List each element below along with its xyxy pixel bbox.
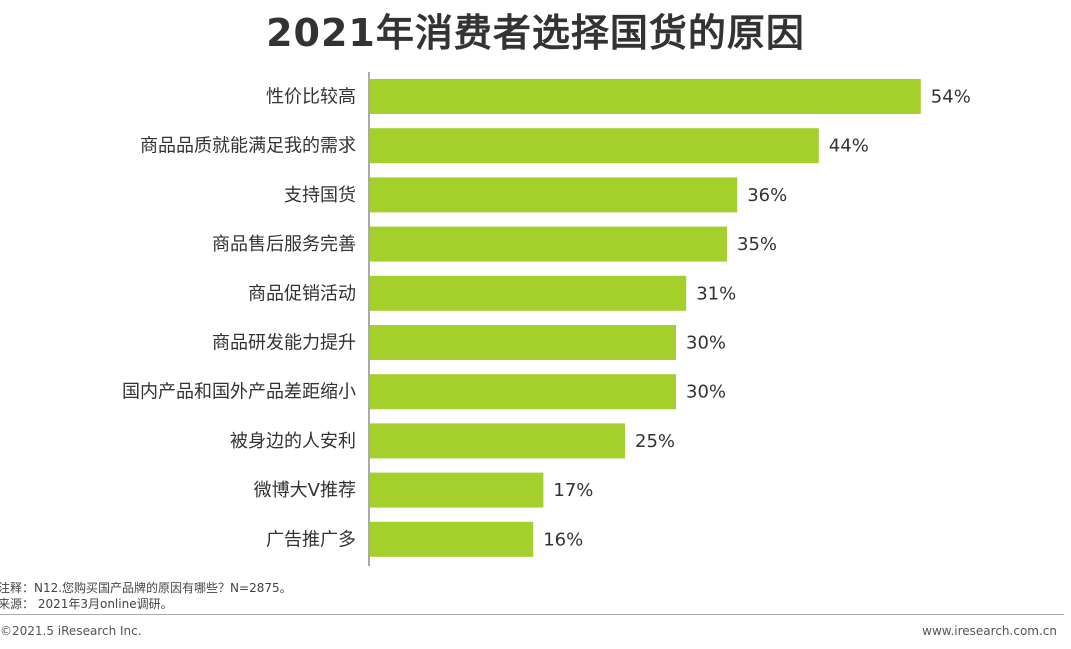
category-label-1: 商品品质就能满足我的需求 xyxy=(140,136,356,157)
category-label-2: 支持国货 xyxy=(284,185,356,206)
value-label-1: 44% xyxy=(829,136,869,157)
value-label-3: 35% xyxy=(737,234,777,255)
bar-7 xyxy=(370,423,625,459)
footer-divider xyxy=(0,614,1064,615)
category-label-9: 广告推广多 xyxy=(266,529,356,550)
bar-6 xyxy=(370,374,676,410)
value-label-8: 17% xyxy=(553,480,593,501)
bar-9 xyxy=(370,521,534,557)
category-label-0: 性价比较高 xyxy=(266,87,356,108)
category-label-3: 商品售后服务完善 xyxy=(212,234,356,255)
footnote-source: 来源： 2021年3月online调研。 xyxy=(0,597,173,611)
category-label-6: 国内产品和国外产品差距缩小 xyxy=(122,382,356,403)
copyright-text: ©2021.5 iResearch Inc. xyxy=(0,624,142,638)
bar-3 xyxy=(370,226,727,262)
footnote-note: 注释：N12.您购买国产品牌的原因有哪些？N=2875。 xyxy=(0,581,292,595)
value-label-7: 25% xyxy=(635,431,675,452)
category-label-7: 被身边的人安利 xyxy=(230,431,356,452)
value-label-9: 16% xyxy=(543,529,583,550)
value-label-0: 54% xyxy=(931,87,971,108)
bar-5 xyxy=(370,325,676,360)
bar-2 xyxy=(370,177,738,213)
bar-8 xyxy=(370,472,544,508)
value-label-5: 30% xyxy=(686,333,726,354)
bar-1 xyxy=(370,128,819,164)
chart-title: 2021年消费者选择国货的原因 xyxy=(266,11,805,55)
value-label-2: 36% xyxy=(747,185,787,206)
website-link[interactable]: www.iresearch.com.cn xyxy=(922,624,1057,638)
bar-4 xyxy=(370,275,687,311)
category-label-8: 微博大V推荐 xyxy=(254,480,356,501)
value-label-4: 31% xyxy=(696,283,736,304)
category-label-4: 商品促销活动 xyxy=(248,283,356,304)
bars-layer: 性价比较高 54% 商品品质就能满足我的需求 44% 支持国货 36% 商品售后服务完善 35… xyxy=(122,79,971,557)
bar-0 xyxy=(370,79,921,114)
value-label-6: 30% xyxy=(686,382,726,403)
category-label-5: 商品研发能力提升 xyxy=(212,333,356,354)
bar-chart: 性价比较高 54% 商品品质就能满足我的需求 44% 支持国货 36% 商品售后服务完善 35… xyxy=(122,72,971,566)
